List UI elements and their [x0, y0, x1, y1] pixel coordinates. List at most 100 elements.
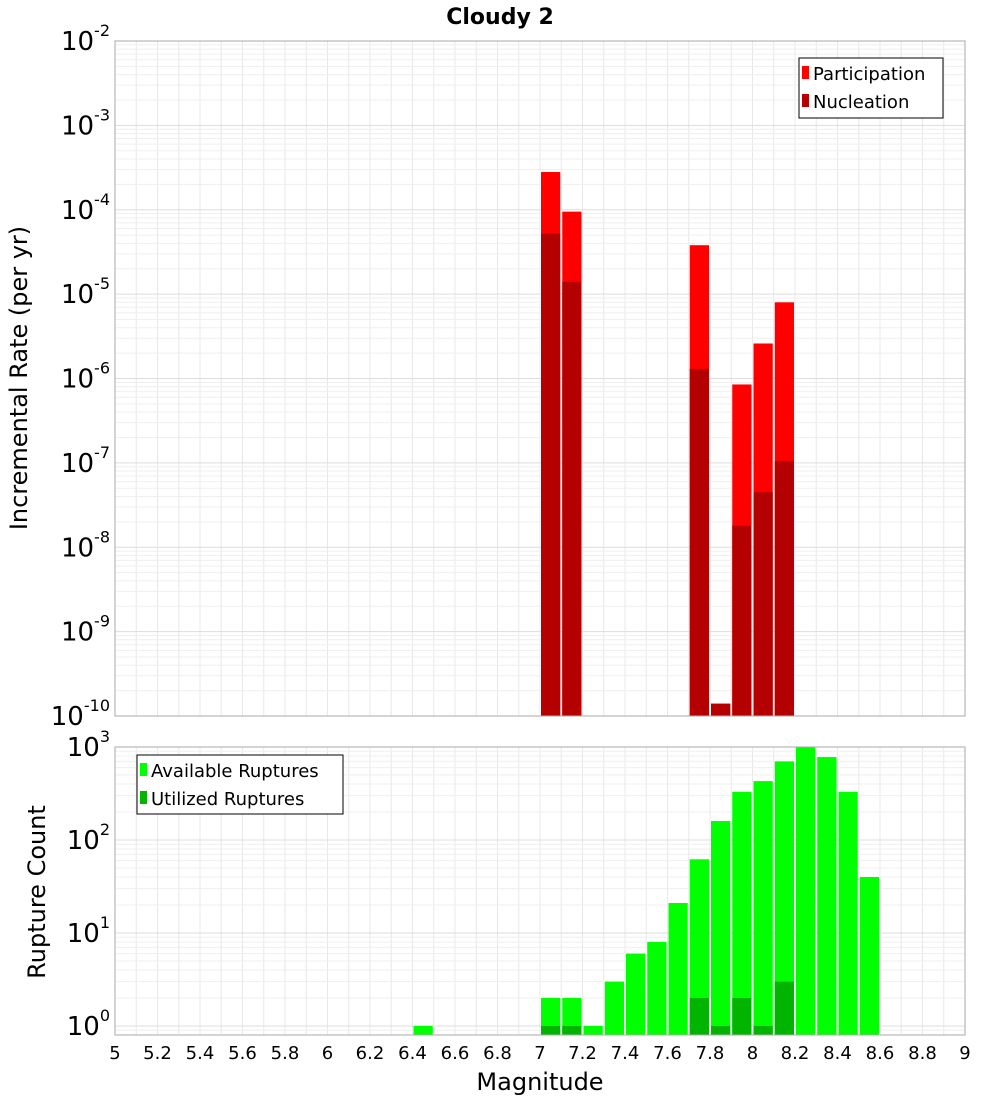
count-legend: Available Ruptures Utilized Ruptures: [136, 754, 344, 815]
rate-y-tick-label: 10: [61, 365, 94, 395]
rate-y-tick-label: 10: [61, 280, 94, 310]
count-y-tick-label: 10: [67, 733, 100, 763]
count-y-tick-exponent: 0: [100, 1006, 110, 1025]
x-tick-label: 6: [322, 1043, 333, 1064]
count-bars: [413, 747, 879, 1035]
rate-y-tick-label: 10: [61, 449, 94, 479]
rate-y-tick-exponent: -7: [94, 443, 110, 462]
bar-utilized-ruptures: [753, 1025, 773, 1035]
legend-swatch-nucleation: [802, 94, 809, 107]
bar-nucleation: [711, 703, 731, 716]
magnitude-x-ticks: 5 5.2 5.4 5.6 5.8 6 6.2 6.4 6.6 6.8 7 7.2 7.4 7.6 7.8 8…: [109, 1043, 970, 1064]
rate-grid: [114, 41, 966, 717]
bar-nucleation: [689, 368, 709, 716]
x-tick-label: 5.6: [228, 1043, 257, 1064]
bar-available-ruptures: [817, 757, 837, 1035]
bar-nucleation: [774, 461, 794, 716]
rate-y-tick-exponent: -10: [84, 696, 110, 715]
bar-nucleation: [753, 492, 773, 716]
x-tick-label: 8.8: [908, 1043, 937, 1064]
rate-legend-box: [798, 57, 944, 119]
rate-y-tick-label: 10: [61, 533, 94, 563]
rate-y-tick-label: 10: [61, 196, 94, 226]
rate-bars: [541, 172, 794, 717]
bar-utilized-ruptures: [732, 997, 752, 1035]
rate-y-tick-label: 10: [51, 702, 84, 732]
x-tick-label: 8.2: [781, 1043, 810, 1064]
rate-y-tick-exponent: -5: [94, 274, 110, 293]
bar-available-ruptures: [668, 903, 688, 1035]
bar-available-ruptures: [689, 859, 709, 1035]
count-y-tick-exponent: 1: [100, 913, 110, 932]
legend-label-utilized: Utilized Ruptures: [151, 789, 304, 810]
x-tick-label: 5.4: [186, 1043, 215, 1064]
rate-y-axis-label: Incremental Rate (per yr): [5, 226, 33, 530]
rate-y-tick-label: 10: [61, 27, 94, 57]
legend-swatch-utilized: [140, 791, 147, 804]
rate-y-tick-label: 10: [61, 618, 94, 648]
count-plot-frame: [114, 746, 966, 1036]
count-legend-box: [136, 754, 344, 815]
count-y-tick-exponent: 3: [100, 727, 110, 746]
bar-available-ruptures: [583, 1025, 603, 1035]
bar-available-ruptures: [753, 781, 773, 1035]
x-tick-label: 5.8: [271, 1043, 300, 1064]
x-tick-label: 6.4: [398, 1043, 427, 1064]
rate-y-tick-exponent: -2: [94, 21, 110, 40]
bar-nucleation: [562, 281, 582, 716]
x-tick-label: 8.6: [866, 1043, 895, 1064]
x-tick-label: 6.8: [483, 1043, 512, 1064]
bar-available-ruptures: [838, 791, 858, 1035]
bar-available-ruptures: [859, 877, 879, 1035]
legend-label-available: Available Ruptures: [151, 761, 319, 782]
x-tick-label: 6.2: [356, 1043, 385, 1064]
bar-utilized-ruptures: [711, 1025, 731, 1035]
x-tick-label: 8: [747, 1043, 758, 1064]
legend-swatch-participation: [802, 66, 809, 79]
chart-title: Cloudy 2: [446, 5, 554, 30]
count-y-tick-exponent: 2: [100, 820, 110, 839]
count-y-tick-label: 10: [67, 1012, 100, 1042]
bar-nucleation: [732, 525, 752, 716]
bar-available-ruptures: [626, 953, 646, 1035]
bar-utilized-ruptures: [562, 1025, 582, 1035]
bar-available-ruptures: [732, 791, 752, 1035]
legend-label-participation: Participation: [813, 64, 925, 85]
bar-available-ruptures: [796, 747, 816, 1035]
bar-available-ruptures: [774, 761, 794, 1035]
bar-utilized-ruptures: [689, 997, 709, 1035]
x-tick-label: 7.2: [568, 1043, 597, 1064]
rate-y-tick-label: 10: [61, 111, 94, 141]
x-tick-label: 5.2: [143, 1043, 172, 1064]
bar-available-ruptures: [413, 1025, 433, 1035]
magnitude-x-axis-label: Magnitude: [476, 1068, 603, 1096]
x-tick-label: 5: [109, 1043, 120, 1064]
count-y-axis-label: Rupture Count: [23, 805, 51, 979]
x-tick-label: 7.8: [696, 1043, 725, 1064]
bar-available-ruptures: [562, 997, 582, 1035]
x-tick-label: 6.6: [441, 1043, 470, 1064]
bar-available-ruptures: [541, 997, 561, 1035]
bar-nucleation: [541, 233, 561, 716]
rate-y-tick-exponent: -3: [94, 105, 110, 124]
x-tick-label: 7: [534, 1043, 545, 1064]
rate-plot-frame: [114, 40, 966, 717]
x-tick-label: 7.6: [653, 1043, 682, 1064]
count-y-tick-label: 10: [67, 919, 100, 949]
bar-available-ruptures: [647, 942, 667, 1035]
rate-legend: Participation Nucleation: [798, 57, 944, 119]
x-tick-label: 7.4: [611, 1043, 640, 1064]
legend-label-nucleation: Nucleation: [813, 92, 909, 113]
count-y-tick-label: 10: [67, 826, 100, 856]
rate-y-tick-exponent: -6: [94, 359, 110, 378]
rate-y-tick-exponent: -4: [94, 190, 110, 209]
rate-y-tick-exponent: -8: [94, 527, 110, 546]
legend-swatch-available: [140, 763, 147, 776]
x-tick-label: 9: [959, 1043, 970, 1064]
bar-available-ruptures: [604, 981, 624, 1035]
rate-y-tick-exponent: -9: [94, 612, 110, 631]
